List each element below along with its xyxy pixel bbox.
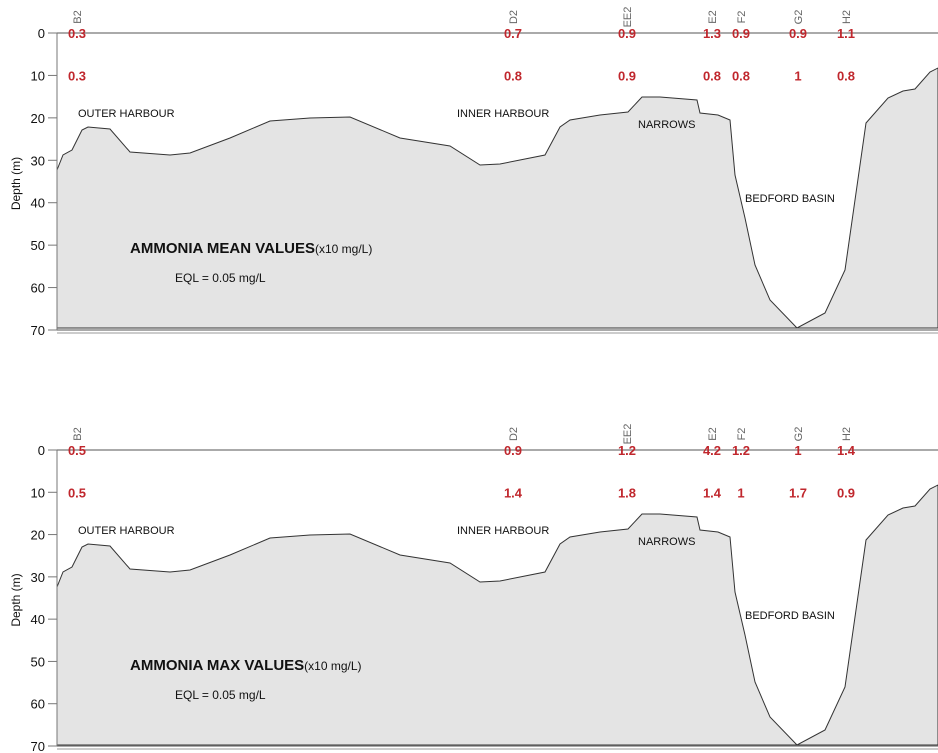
value-label: 0.9 [618, 26, 636, 41]
y-tick-label: 0 [38, 26, 45, 41]
unit-text: (x10 mg/L) [315, 242, 372, 256]
y-tick-label: 20 [31, 111, 45, 126]
chart-title: AMMONIA MEAN VALUES(x10 mg/L) [130, 240, 372, 257]
value-label: 0.9 [732, 26, 750, 41]
y-tick-label: 70 [31, 323, 45, 338]
value-label: 0.9 [504, 443, 522, 458]
value-label: 0.9 [789, 26, 807, 41]
value-label: 0.8 [703, 68, 721, 83]
station-label: EE2 [622, 7, 634, 28]
region-label: BEDFORD BASIN [745, 193, 835, 205]
value-label: 0.8 [837, 68, 855, 83]
y-axis-label: Depth (m) [9, 573, 23, 626]
value-label: 0.3 [68, 26, 86, 41]
station-label: H2 [841, 10, 853, 24]
value-label: 1.7 [789, 485, 807, 500]
value-label: 0.9 [837, 485, 855, 500]
value-label: 1 [794, 443, 801, 458]
value-label: 1.8 [618, 485, 636, 500]
y-tick-label: 20 [31, 528, 45, 543]
y-tick-label: 30 [31, 153, 45, 168]
y-tick-label: 50 [31, 238, 45, 253]
value-label: 1 [737, 485, 744, 500]
region-label: NARROWS [638, 119, 695, 131]
region-label: NARROWS [638, 536, 695, 548]
value-label: 0.8 [732, 68, 750, 83]
y-tick-label: 0 [38, 443, 45, 458]
value-label: 4.2 [703, 443, 721, 458]
region-label: OUTER HARBOUR [78, 525, 175, 537]
y-tick-label: 60 [31, 281, 45, 296]
value-label: 0.7 [504, 26, 522, 41]
value-label: 0.9 [618, 68, 636, 83]
region-label: INNER HARBOUR [457, 525, 549, 537]
y-tick-label: 60 [31, 697, 45, 712]
seabed [56, 484, 938, 746]
value-label: 1.3 [703, 26, 721, 41]
station-label: G2 [793, 10, 805, 25]
station-label: B2 [72, 10, 84, 23]
region-label: OUTER HARBOUR [78, 108, 175, 120]
y-tick-label: 10 [31, 485, 45, 500]
y-axis-label: Depth (m) [9, 157, 23, 210]
panel: 0 10 20 30 40 50 60 70 Depth (m) B2 D2 EE2 E2 F2 G2 H2 0… [9, 7, 938, 338]
panel: 0 10 20 30 40 50 60 70 Depth (m) B2 D2 EE2 E2 F2 G2 H2 0… [9, 424, 938, 753]
value-label: 1.4 [837, 443, 856, 458]
y-tick-label: 40 [31, 612, 45, 627]
y-tick-label: 50 [31, 654, 45, 669]
note: EQL = 0.05 mg/L [175, 688, 266, 702]
title-text: AMMONIA MEAN VALUES [130, 240, 315, 257]
station-label: F2 [736, 11, 748, 24]
value-label: 0.3 [68, 68, 86, 83]
region-label: BEDFORD BASIN [745, 610, 835, 622]
value-label: 1.2 [732, 443, 750, 458]
value-label: 0.8 [504, 68, 522, 83]
value-label: 1.2 [618, 443, 636, 458]
y-tick-label: 30 [31, 570, 45, 585]
station-label: F2 [736, 428, 748, 441]
station-label: EE2 [622, 424, 634, 445]
station-label: H2 [841, 427, 853, 441]
unit-text: (x10 mg/L) [304, 659, 361, 673]
seabed [56, 67, 938, 329]
y-tick-label: 10 [31, 68, 45, 83]
station-label: D2 [508, 10, 520, 24]
y-tick-label: 70 [31, 739, 45, 753]
y-tick-label: 40 [31, 196, 45, 211]
value-label: 1 [794, 68, 801, 83]
chart-title: AMMONIA MAX VALUES(x10 mg/L) [130, 657, 362, 674]
value-label: 0.5 [68, 443, 86, 458]
region-label: INNER HARBOUR [457, 108, 549, 120]
station-label: D2 [508, 427, 520, 441]
value-label: 1.4 [504, 485, 523, 500]
value-label: 1.4 [703, 485, 722, 500]
station-label: E2 [707, 427, 719, 440]
note: EQL = 0.05 mg/L [175, 271, 266, 285]
station-label: B2 [72, 427, 84, 440]
station-label: G2 [793, 427, 805, 442]
title-text: AMMONIA MAX VALUES [130, 657, 304, 674]
station-label: E2 [707, 10, 719, 23]
value-label: 1.1 [837, 26, 855, 41]
value-label: 0.5 [68, 485, 86, 500]
